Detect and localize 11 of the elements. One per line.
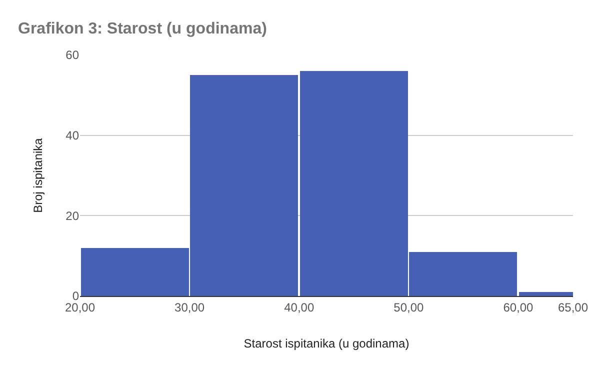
x-tick-label: 60,00 (503, 300, 534, 314)
y-tick-label: 40 (66, 128, 80, 143)
y-axis-title: Broj ispitanika (30, 138, 45, 213)
x-tick-label: 40,00 (284, 300, 314, 314)
x-tick-label: 65,00 (558, 300, 588, 314)
x-axis-title: Starost ispitanika (u godinama) (244, 336, 410, 350)
y-tick-label: 60 (66, 48, 80, 62)
x-tick-label: 50,00 (394, 300, 424, 314)
x-tick-label: 30,00 (174, 300, 205, 314)
chart-title: Grafikon 3: Starost (u godinama) (18, 20, 267, 38)
y-tick-label: 20 (66, 208, 80, 223)
